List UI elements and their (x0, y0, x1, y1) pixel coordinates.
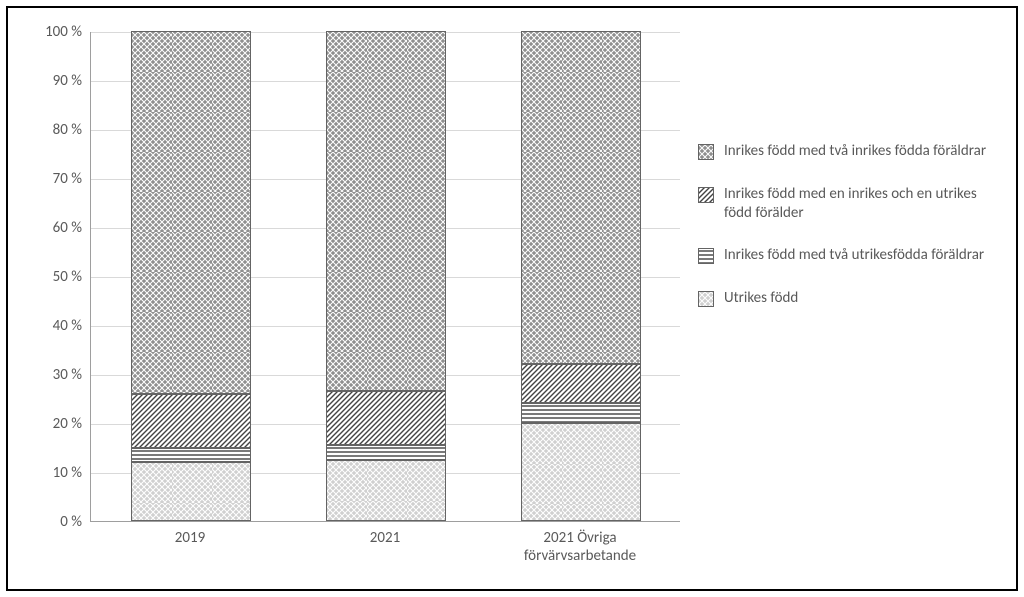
y-tick-label: 0 % (28, 513, 82, 531)
bar-seg-utrikes_fodd (131, 462, 251, 521)
legend-label: Utrikes född (724, 289, 798, 308)
legend-item: Inrikes född med en inrikes och en utrik… (698, 185, 998, 223)
legend-label: Inrikes född med två utrikesfödda föräld… (724, 246, 984, 265)
y-tick-label: 20 % (28, 415, 82, 433)
x-tick-label: 2019 (100, 529, 280, 547)
legend: Inrikes född med två inrikes födda föräl… (698, 142, 998, 332)
legend-label: Inrikes född med två inrikes födda föräl… (724, 142, 986, 161)
bar-seg-inrikes_tva_inrikes (326, 31, 446, 391)
x-tick-label: 2021 Övrigaförvärvsarbetande (490, 529, 670, 565)
bar-group (326, 32, 446, 521)
plot-area (90, 32, 680, 522)
legend-item: Inrikes född med två inrikes födda föräl… (698, 142, 998, 161)
bar-group (131, 32, 251, 521)
bar-seg-utrikes_fodd (326, 460, 446, 521)
chart: Inrikes född med två inrikes födda föräl… (28, 24, 1000, 577)
y-tick-label: 30 % (28, 366, 82, 384)
bar-seg-inrikes_tva_utrikes (326, 445, 446, 460)
y-tick-label: 100 % (28, 23, 82, 41)
y-tick-label: 70 % (28, 170, 82, 188)
bar-seg-inrikes_en_en (521, 364, 641, 403)
y-tick-label: 50 % (28, 268, 82, 286)
legend-swatch (698, 248, 714, 264)
bar-seg-inrikes_tva_inrikes (521, 31, 641, 364)
x-tick-label: 2021 (295, 529, 475, 547)
legend-swatch (698, 187, 714, 203)
bar-seg-inrikes_tva_utrikes (131, 448, 251, 463)
bar-seg-inrikes_tva_utrikes (521, 403, 641, 423)
y-tick-label: 90 % (28, 72, 82, 90)
y-tick-label: 10 % (28, 464, 82, 482)
legend-label: Inrikes född med en inrikes och en utrik… (724, 185, 998, 223)
bar-seg-inrikes_en_en (326, 391, 446, 445)
y-tick-label: 40 % (28, 317, 82, 335)
legend-item: Utrikes född (698, 289, 998, 308)
chart-frame: Inrikes född med två inrikes födda föräl… (6, 6, 1018, 591)
bar-seg-inrikes_tva_inrikes (131, 31, 251, 394)
legend-item: Inrikes född med två utrikesfödda föräld… (698, 246, 998, 265)
y-tick-label: 80 % (28, 121, 82, 139)
bar-seg-utrikes_fodd (521, 423, 641, 521)
y-tick-label: 60 % (28, 219, 82, 237)
bar-group (521, 32, 641, 521)
legend-swatch (698, 291, 714, 307)
bar-seg-inrikes_en_en (131, 394, 251, 448)
legend-swatch (698, 144, 714, 160)
